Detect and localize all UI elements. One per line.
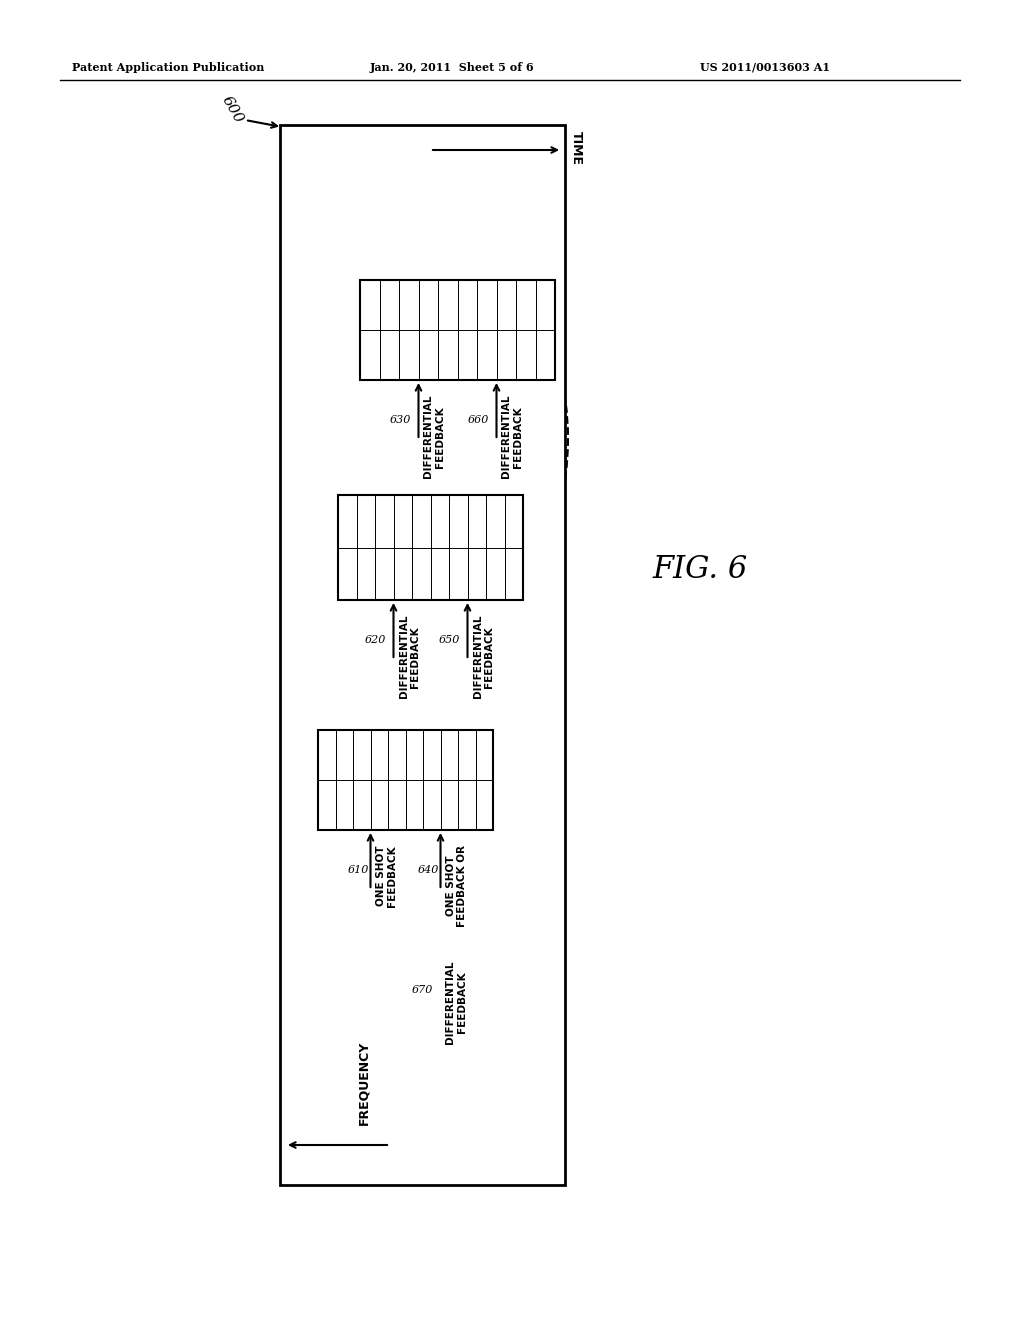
Bar: [280, 125, 565, 1185]
Text: DIFFERENTIAL
FEEDBACK: DIFFERENTIAL FEEDBACK: [424, 395, 445, 479]
Text: ONE SHOT
FEEDBACK: ONE SHOT FEEDBACK: [376, 845, 397, 907]
Text: TIME: TIME: [570, 131, 583, 165]
Text: 650: 650: [439, 635, 460, 645]
Text: 640: 640: [418, 865, 439, 875]
Text: 610: 610: [348, 865, 370, 875]
Text: 670: 670: [412, 985, 433, 995]
Text: 620: 620: [365, 635, 386, 645]
Text: DIFFERENTIAL
FEEDBACK: DIFFERENTIAL FEEDBACK: [472, 615, 495, 698]
Bar: [360, 280, 555, 380]
Text: 660: 660: [468, 414, 489, 425]
Text: FREQUENCY: FREQUENCY: [357, 1040, 370, 1125]
Text: DIFFERENTIAL
FEEDBACK: DIFFERENTIAL FEEDBACK: [445, 960, 467, 1044]
Bar: [318, 730, 493, 830]
Text: 600: 600: [219, 94, 246, 127]
Text: ONE SHOT
FEEDBACK OR: ONE SHOT FEEDBACK OR: [445, 845, 467, 927]
Text: Patent Application Publication: Patent Application Publication: [72, 62, 264, 73]
Text: DIFFERENTIAL
FEEDBACK: DIFFERENTIAL FEEDBACK: [502, 395, 523, 479]
Bar: [338, 495, 523, 601]
Text: US 2011/0013603 A1: US 2011/0013603 A1: [700, 62, 830, 73]
Text: 630: 630: [390, 414, 412, 425]
Text: DIFFERENTIAL
FEEDBACK: DIFFERENTIAL FEEDBACK: [398, 615, 420, 698]
Text: Jan. 20, 2011  Sheet 5 of 6: Jan. 20, 2011 Sheet 5 of 6: [370, 62, 535, 73]
Text: FIG. 6: FIG. 6: [652, 554, 748, 586]
